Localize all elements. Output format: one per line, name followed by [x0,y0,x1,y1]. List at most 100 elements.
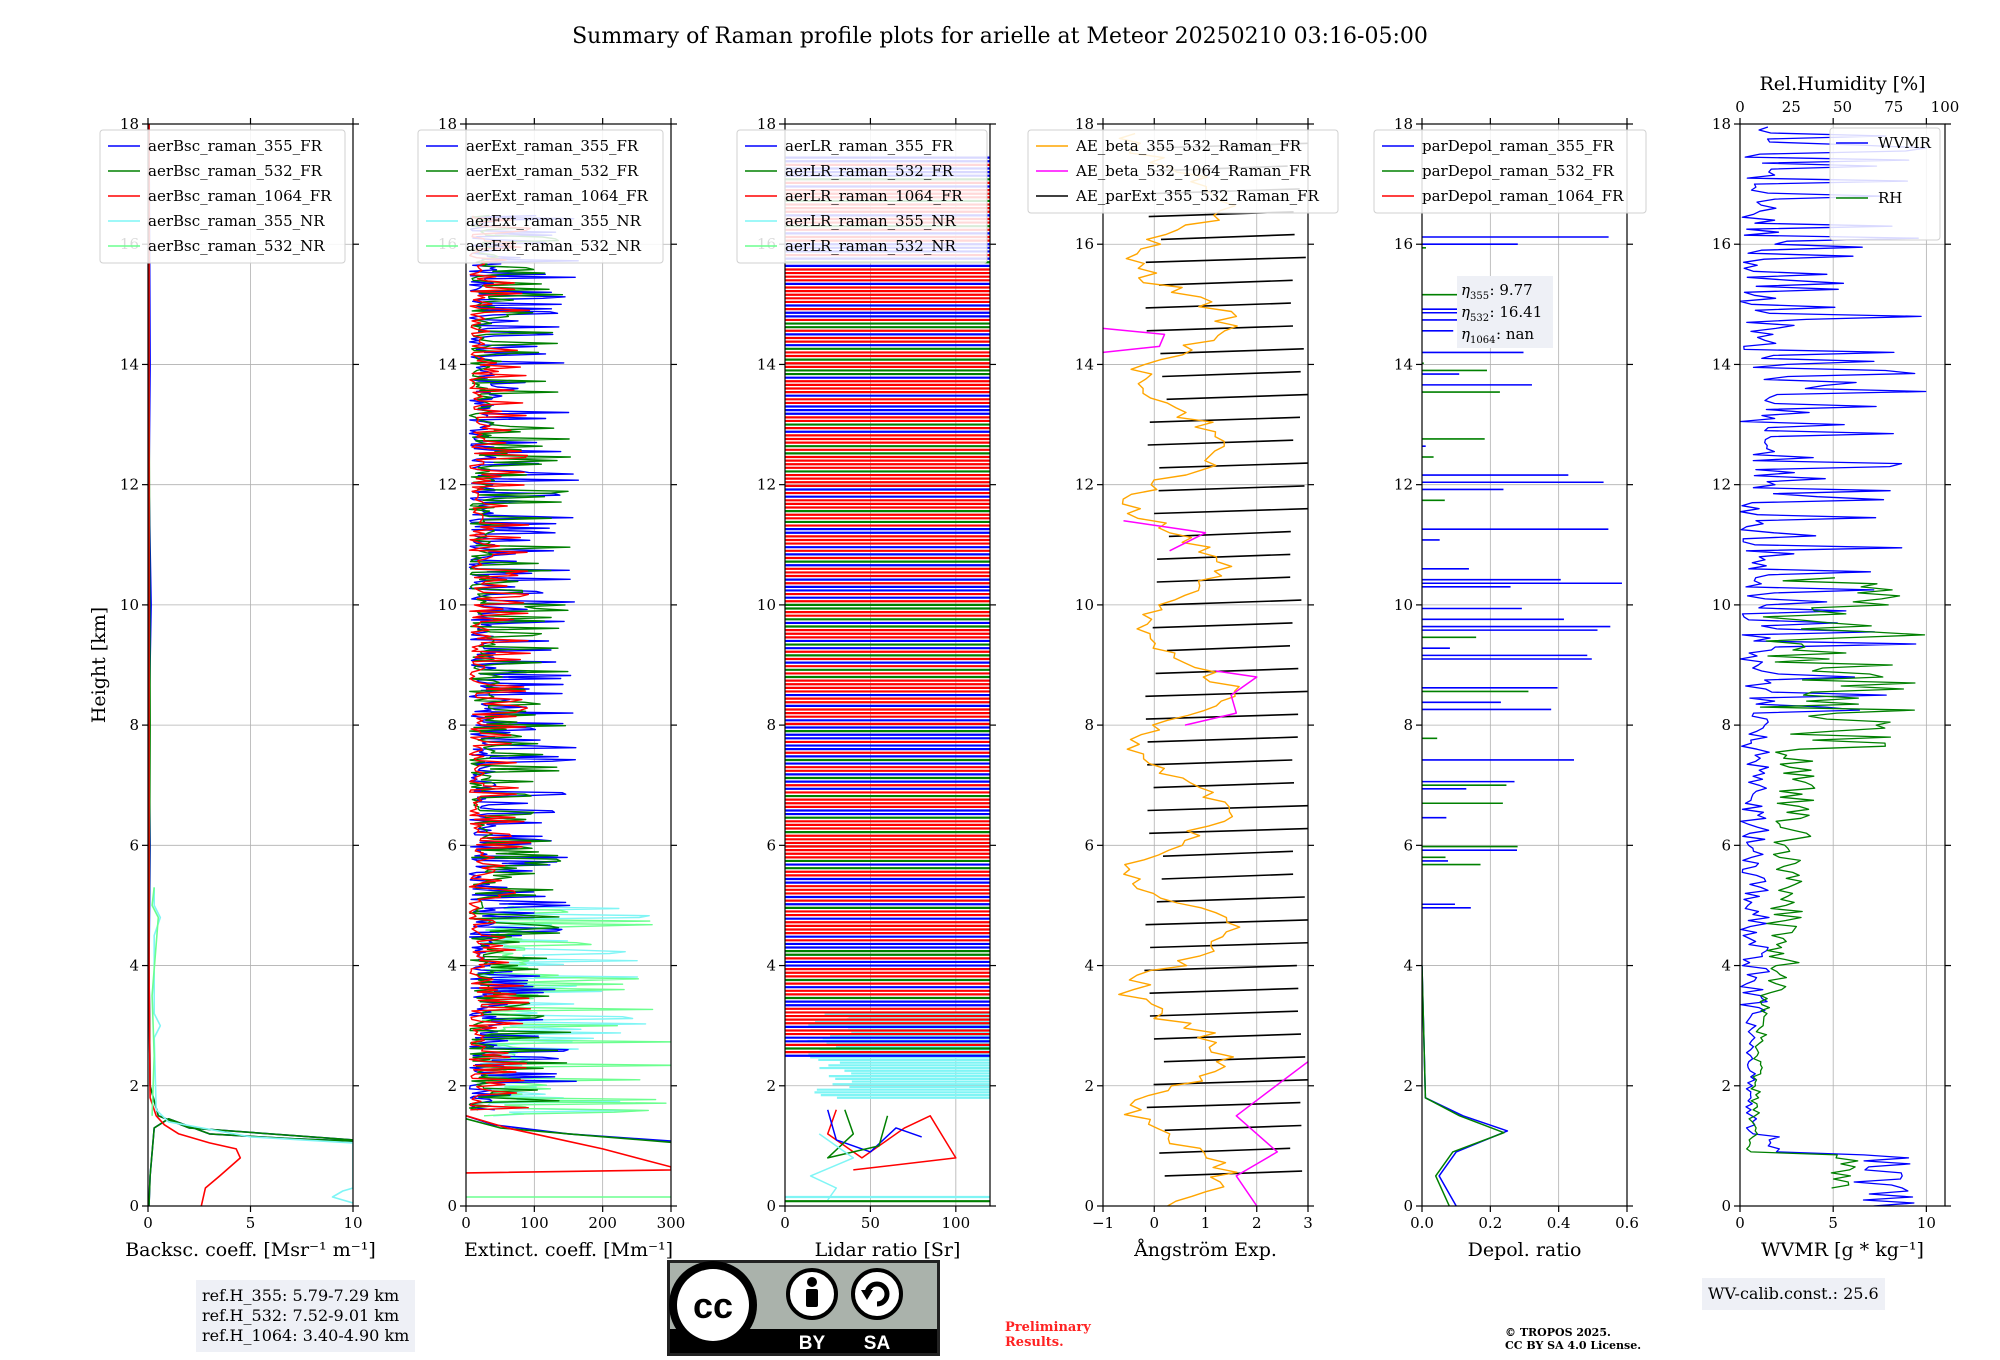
legend-label-aerExt_raman_532_NR: aerExt_raman_532_NR [466,237,642,255]
eta-subscript: 355 [1470,291,1489,302]
legend-label-aerBsc_raman_532_NR: aerBsc_raman_532_NR [148,237,325,255]
series-line-aerBsc_raman_532_FR [148,124,353,1206]
refh-532: ref.H_532: 7.52-9.01 km [202,1306,400,1325]
legend-label-aerLR_raman_355_FR: aerLR_raman_355_FR [785,137,954,155]
series-line-AE_beta_355_532 [1118,132,1241,1206]
y-tick-label: 6 [129,836,139,854]
x-tick-label: 0 [1149,1214,1159,1232]
y-tick-label: 0 [1403,1197,1413,1215]
y-tick-label: 0 [766,1197,776,1215]
eta-label: η [1461,281,1470,299]
x-tick-label: 0.0 [1410,1214,1434,1232]
series-line-AE_parExt [1147,759,1293,766]
y-tick-label: 0 [1084,1197,1094,1215]
legend-label-aerLR_raman_1064_FR: aerLR_raman_1064_FR [785,187,963,205]
series-line-AE_parExt [1166,645,1291,652]
series-line-AE_parExt [1150,941,1308,949]
legend-label-aerLR_raman_532_FR: aerLR_raman_532_FR [785,162,954,180]
y-tick-label: 14 [120,355,139,373]
series-line-aerExt_raman_532_NR [479,905,671,1117]
legend-label-aerExt_raman_355_NR: aerExt_raman_355_NR [466,212,642,230]
prelim-line-1: Preliminary [1005,1320,1091,1335]
plot-area-ext [466,214,671,1198]
y-tick-label: 4 [1721,957,1731,975]
eta-label: η [1461,325,1470,343]
legend-box [736,129,988,264]
legend-label-aerLR_raman_532_NR: aerLR_raman_532_NR [785,237,956,255]
depol-eta-box [1457,276,1553,348]
series-line-AE_parExt [1156,896,1305,903]
y-tick-label: 4 [129,957,139,975]
x-tick-label: 0 [780,1214,790,1232]
legend-box [99,129,346,264]
series-line-AE_parExt [1166,393,1308,401]
series-line-lr-1064-pbl [826,1109,957,1171]
refh-355: ref.H_355: 5.79-7.29 km [202,1286,400,1305]
series-line-AE_beta_532_1064-mid [1184,670,1258,726]
y-tick-label: 18 [757,115,776,133]
legend-box [417,129,664,264]
y-tick-label: 8 [447,716,457,734]
x-tick-label: 200 [588,1214,617,1232]
cc-circle-inner [677,1269,749,1341]
y-tick-label: 6 [766,836,776,854]
axes-frame [784,123,991,1207]
legend-label-AE_beta_532_1064_Raman_FR: AE_beta_532_1064_Raman_FR [1075,162,1311,180]
x-tick-label: 0 [461,1214,471,1232]
figure-title: Summary of Raman profile plots for ariel… [572,24,1428,49]
cc-license-badge: cc BY SA [667,1260,940,1356]
series-line-AE_parExt [1162,370,1301,378]
y-tick-label: 8 [766,716,776,734]
series-line-AE_parExt [1153,1079,1308,1086]
y-tick-label: 12 [120,476,139,494]
x-tick-label: 1 [1201,1214,1211,1232]
reference-height-box: ref.H_355: 5.79-7.29 km ref.H_532: 7.52-… [196,1280,416,1352]
y-tick-label: 2 [447,1077,457,1095]
legend-label-AE_parExt_355_532_Raman_FR: AE_parExt_355_532_Raman_FR [1075,187,1320,205]
chart-panel-depol: η 355: 9.77η 532: 16.41η 1064: nan024681012… [1373,115,1647,1261]
series-line-AE_parExt [1149,1010,1299,1017]
y-tick-label: 10 [120,596,139,614]
series-line-AE_parExt [1146,325,1294,332]
eta-label: η [1461,303,1470,321]
series-line-parDepol_532-pbl [1422,965,1505,1206]
y-tick-label: 16 [1712,235,1731,253]
x-tick-label: 5 [246,1214,256,1232]
series-line-lr-355-pbl [826,1109,922,1153]
legend-label-aerExt_raman_532_FR: aerExt_raman_532_FR [466,162,639,180]
prelim-line-2: Results. [1005,1335,1064,1350]
y-tick-label: 10 [1394,596,1413,614]
y-tick-label: 4 [1403,957,1413,975]
series-line-AE_parExt [1164,1124,1302,1132]
legend-label-aerBsc_raman_532_FR: aerBsc_raman_532_FR [148,162,323,180]
series-line-AE_parExt [1153,1033,1302,1040]
legend-lr: aerLR_raman_355_FR aerLR_raman_532_FR aerL… [736,129,988,264]
copyright-line-1: © TROPOS 2025. [1505,1326,1611,1339]
series-line-AE_parExt [1145,690,1308,698]
x-axis-label: WVMR [g * kg⁻¹] [1761,1239,1924,1261]
y-tick-label: 2 [1403,1077,1413,1095]
series-line-AE_parExt [1152,622,1293,629]
y-tick-label: 18 [120,115,139,133]
x-tick-label: 100 [520,1214,549,1232]
series-line-AE_beta_532_1064-low [1235,1061,1308,1206]
top-x-tick-label: 25 [1782,98,1801,116]
series-line-aerExt_raman_532_FR [468,214,572,1111]
x-axis-label: Ångström Exp. [1133,1239,1277,1261]
legend-wv: WVMR RH [1829,127,1941,241]
x-tick-label: 2 [1252,1214,1262,1232]
y-tick-label: 10 [1075,596,1094,614]
y-tick-label: 2 [129,1077,139,1095]
y-tick-label: 10 [757,596,776,614]
chart-panel-ext: 0246810121416180100200300Extinct. coeff.… [417,115,685,1261]
series-line-AE_parExt [1147,439,1294,446]
sa-icon-arc [864,1281,890,1307]
series-line-AE_parExt [1155,667,1299,675]
series-line-AE_parExt [1159,462,1308,469]
series-line-AE_parExt [1158,485,1305,492]
eta-value: : nan [1496,325,1534,343]
series-line-ext-355-pbl [466,1115,671,1142]
plot-area-lr [785,156,990,1203]
by-icon-body [806,1289,818,1307]
